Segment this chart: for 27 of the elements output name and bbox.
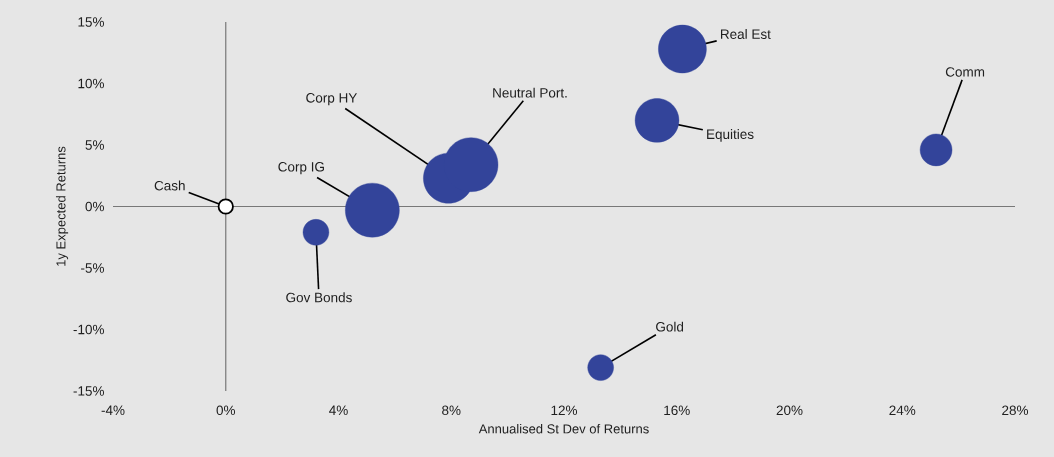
annotation: Neutral Port. <box>493 87 567 98</box>
x-tick-label: -4% <box>101 405 125 415</box>
annotation: Cash <box>154 180 185 191</box>
x-tick-label: 0% <box>216 405 236 416</box>
x-axis-title: Annualised St Dev of Returns <box>478 423 649 434</box>
y-tick-label: -15% <box>73 386 104 396</box>
y-axis-title: 1y Expected Returns <box>55 146 69 266</box>
x-tick-label: 24% <box>889 405 916 416</box>
annotation: Gold <box>656 321 684 332</box>
annotation: Equities <box>707 129 754 142</box>
y-tick-label: 5% <box>85 140 104 150</box>
x-tick-label: 12% <box>551 405 578 416</box>
y-tick-label: -5% <box>81 263 104 273</box>
y-tick-label: 15% <box>78 17 104 27</box>
x-tick-label: 28% <box>1002 405 1029 416</box>
y-tick-label: -10% <box>73 324 104 335</box>
annotation: Corp IG <box>278 162 324 175</box>
annotation: Corp HY <box>306 93 357 106</box>
annotation: Real Est <box>721 29 771 39</box>
y-tick-label: 0% <box>85 201 104 212</box>
x-tick-label: 16% <box>664 405 690 416</box>
x-tick-label: 20% <box>776 405 803 416</box>
annotation: Comm <box>945 67 985 77</box>
x-tick-label: 8% <box>442 405 461 416</box>
annotation: Gov Bonds <box>286 292 352 303</box>
y-tick-label: 10% <box>78 78 104 89</box>
x-tick-label: 4% <box>329 405 348 415</box>
